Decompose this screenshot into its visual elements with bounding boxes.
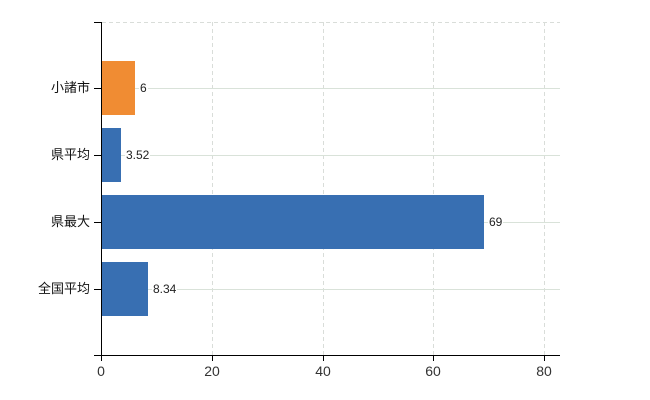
x-axis-tick bbox=[101, 356, 102, 361]
x-tick-label: 60 bbox=[425, 363, 441, 379]
y-axis-line bbox=[101, 22, 102, 356]
x-tick-label: 80 bbox=[536, 363, 552, 379]
x-tick-label: 20 bbox=[204, 363, 220, 379]
gridline-horizontal-top bbox=[102, 22, 560, 23]
x-tick-label: 40 bbox=[315, 363, 331, 379]
value-label: 8.34 bbox=[152, 282, 178, 296]
bar-highlight bbox=[102, 61, 135, 115]
value-label: 69 bbox=[488, 215, 504, 229]
y-axis-tick bbox=[94, 289, 101, 290]
y-axis-top-tick bbox=[94, 22, 101, 23]
category-label: 全国平均 bbox=[37, 281, 90, 296]
value-label: 3.52 bbox=[125, 148, 151, 162]
x-axis-tick bbox=[212, 356, 213, 361]
x-axis-tick bbox=[433, 356, 434, 361]
y-axis-tick bbox=[94, 155, 101, 156]
x-axis-tick bbox=[544, 356, 545, 361]
category-label: 県最大 bbox=[50, 214, 90, 229]
gridline-vertical bbox=[212, 22, 213, 355]
y-axis-tick bbox=[94, 222, 101, 223]
x-axis-tick bbox=[323, 356, 324, 361]
category-label: 県平均 bbox=[50, 147, 90, 162]
y-axis-tick bbox=[94, 88, 101, 89]
gridline-vertical bbox=[323, 22, 324, 355]
value-label: 6 bbox=[139, 81, 148, 95]
category-label: 小諸市 bbox=[50, 80, 90, 95]
x-axis-line bbox=[94, 355, 560, 356]
gridline-horizontal-row bbox=[102, 289, 560, 290]
bar-default bbox=[102, 195, 484, 249]
gridline-vertical bbox=[433, 22, 434, 355]
bar-default bbox=[102, 128, 121, 182]
gridline-horizontal-row bbox=[102, 88, 560, 89]
bar-default bbox=[102, 262, 148, 316]
gridline-horizontal-row bbox=[102, 155, 560, 156]
x-tick-label: 0 bbox=[97, 363, 105, 379]
gridline-vertical bbox=[544, 22, 545, 355]
